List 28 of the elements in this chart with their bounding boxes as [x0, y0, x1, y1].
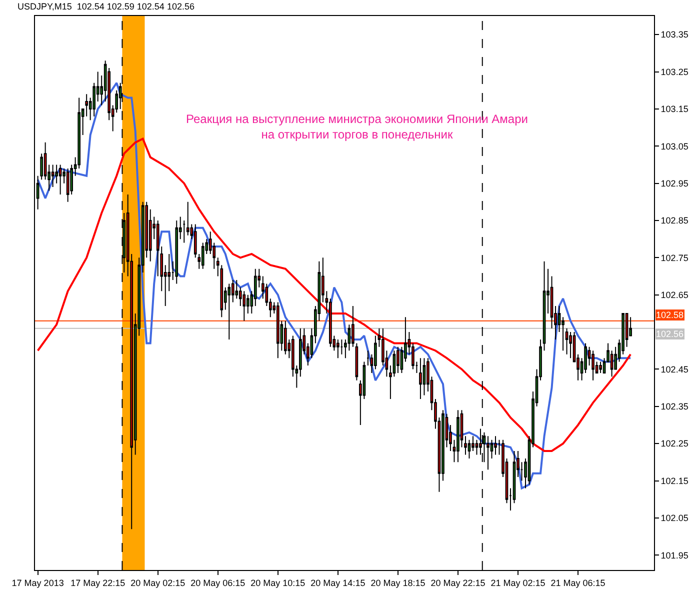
y-tick-label: 102.05 [660, 513, 688, 524]
y-tick-label: 102.95 [660, 178, 688, 188]
chart-title: USDJPY,M15 102.54 102.59 102.54 102.56 [18, 1, 194, 12]
x-tick-label: 20 May 22:15 [430, 578, 486, 588]
y-tick-label: 103.05 [660, 141, 688, 152]
x-tick-label: 20 May 02:15 [130, 578, 186, 588]
y-tick-label: 102.45 [660, 364, 688, 374]
y-tick-label: 102.35 [660, 402, 688, 412]
y-tick-label: 103.15 [660, 104, 688, 114]
x-tick-label: 20 May 18:15 [370, 578, 426, 588]
annotation: Реакция на выступление министра экономики Японии Амари на открытии торгов в понедельник [186, 112, 528, 142]
y-tick-label: 103.35 [660, 30, 688, 40]
x-tick-label: 17 May 2013 [12, 578, 64, 588]
x-tick-label: 20 May 10:15 [250, 578, 306, 588]
y-tick-label: 102.85 [660, 216, 688, 226]
y-tick-label: 102.65 [660, 290, 688, 300]
y-tick-label: 102.75 [660, 252, 688, 263]
y-tick-label: 103.25 [660, 66, 688, 77]
x-tick-label: 20 May 06:15 [190, 578, 246, 588]
x-tick-label: 20 May 14:15 [310, 578, 366, 588]
x-tick-label: 21 May 06:15 [550, 578, 606, 588]
y-tick-label: 101.95 [660, 550, 688, 560]
ref-line-label: 102.56 [656, 329, 684, 339]
y-tick-label: 102.25 [660, 438, 688, 449]
x-tick-label: 21 May 02:15 [490, 578, 546, 588]
x-tick-label: 17 May 22:15 [70, 578, 126, 588]
y-tick-label: 102.15 [660, 476, 688, 486]
ref-line-label: 102.58 [656, 310, 684, 320]
